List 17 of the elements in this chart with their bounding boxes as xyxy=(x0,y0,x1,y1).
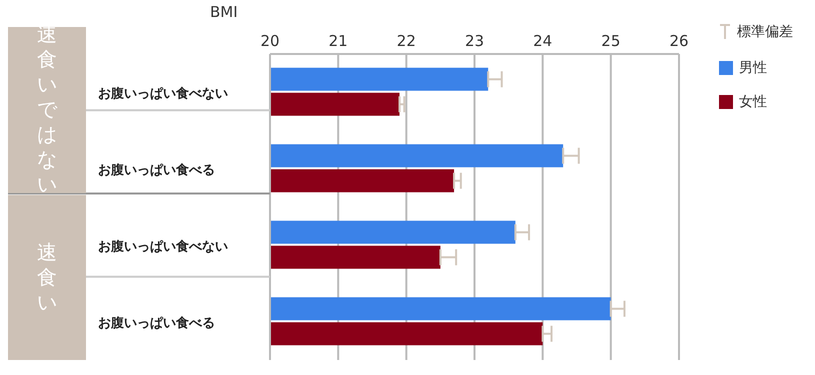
x-tick-label: 26 xyxy=(669,32,689,50)
y-tick-label: お腹いっぱい食べる xyxy=(98,316,215,331)
y-tick-label: お腹いっぱい食べない xyxy=(98,239,228,254)
y-tick-label: お腹いっぱい食べない xyxy=(98,86,228,102)
x-axis-title: BMI xyxy=(210,3,238,21)
x-tick-label: 22 xyxy=(396,32,416,50)
x-tick-label: 21 xyxy=(328,32,348,50)
legend-label: 男性 xyxy=(739,59,767,77)
x-tick-label: 23 xyxy=(464,32,484,50)
y-tick-label: お腹いっぱい食べる xyxy=(98,162,215,178)
legend-label: 女性 xyxy=(739,93,767,111)
x-tick-label: 20 xyxy=(260,32,280,50)
x-tick-label: 25 xyxy=(601,32,620,50)
text: 速食い xyxy=(36,240,58,315)
x-tick-label: 24 xyxy=(533,32,552,50)
text: 標準偏差 xyxy=(737,23,793,41)
text: 速食いではない xyxy=(36,22,58,198)
